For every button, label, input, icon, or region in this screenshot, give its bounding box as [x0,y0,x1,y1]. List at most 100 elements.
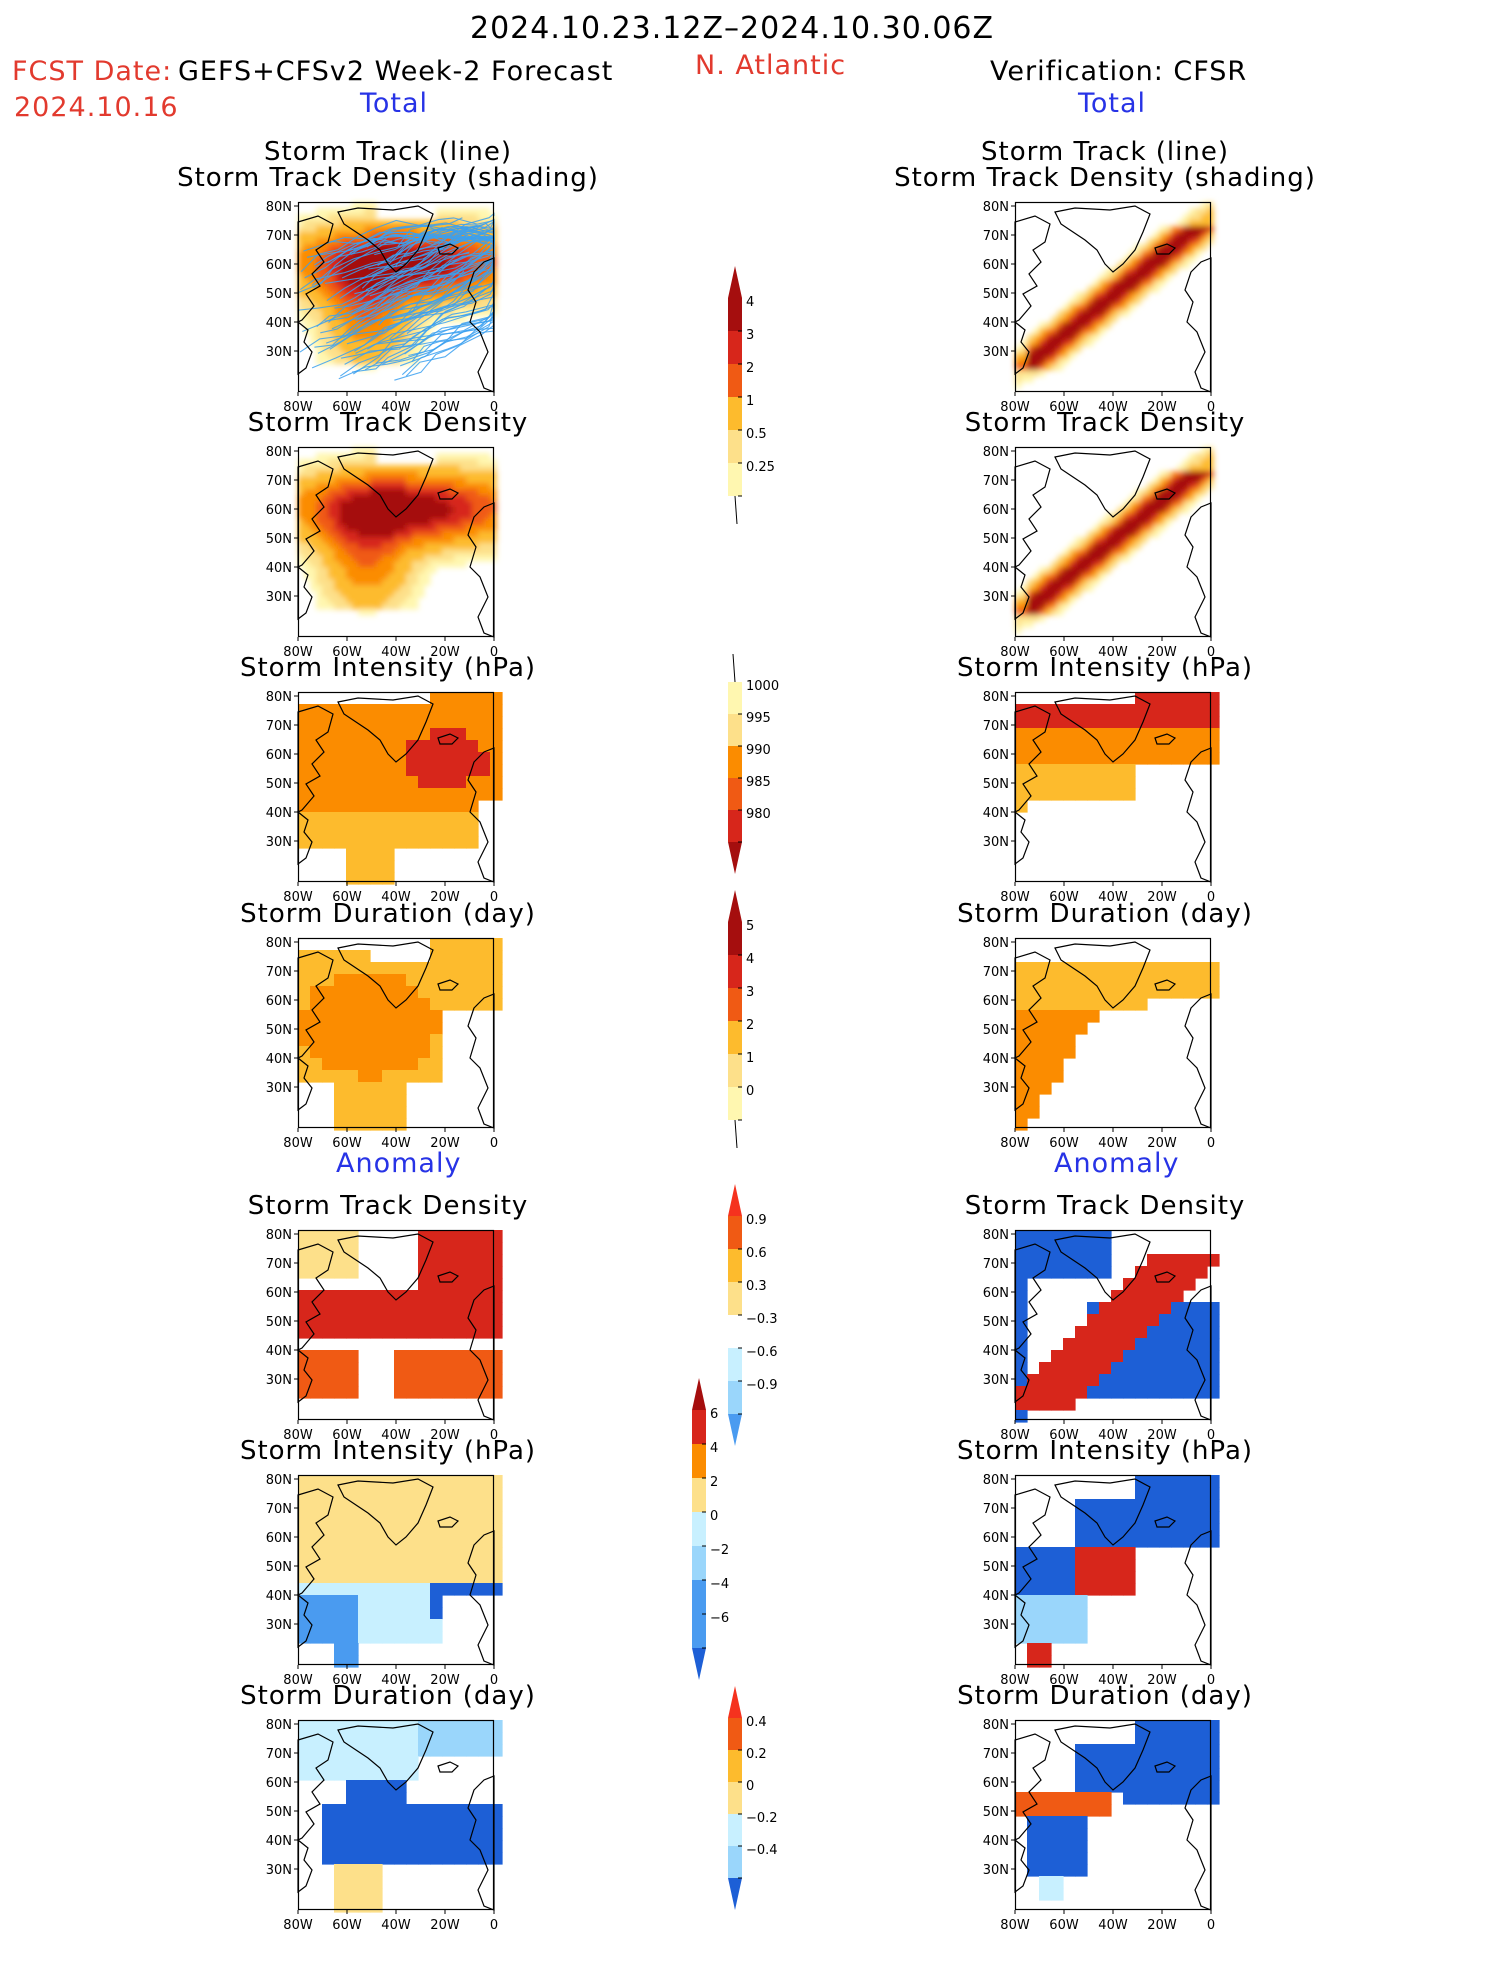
field-cell [430,998,443,1011]
field-cell [370,1792,383,1805]
field-cell [442,692,455,705]
field-cell [394,220,401,227]
field-cell [466,1386,479,1399]
field-cell [1147,716,1160,729]
field-cell [1129,262,1136,269]
field-cell [394,340,401,347]
field-cell [334,716,347,729]
lat-tick-label: 40N [266,1589,292,1604]
field-cell [454,1362,467,1375]
field-cell [1015,597,1022,604]
field-cell [364,579,371,586]
field-cell [1063,1804,1076,1817]
field-cell [430,716,443,729]
field-cell [352,579,359,586]
field-cell [430,1254,443,1267]
colorbar-tick-label: 0.2 [746,1747,767,1762]
panel-verification-row-4: Storm Duration (day) 80N 70N 60N 50N 40N 30N 80… [955,873,1255,1193]
field-cell [472,531,479,538]
field-cell [298,1230,311,1243]
field-cell [1183,1278,1196,1291]
field-cell [1129,543,1136,550]
map-frame [1014,937,1212,1129]
field-cell [1195,459,1202,466]
field-cell [406,1034,419,1047]
field-cell [466,1816,479,1829]
field-cell [1123,998,1136,1011]
field-cell [394,579,401,586]
field-cell [1039,1046,1052,1059]
field-cell [394,1571,407,1584]
field-cell [322,465,329,472]
field-cell [1039,1583,1052,1596]
field-cell [430,1828,443,1841]
field-cell [1075,1792,1088,1805]
field-cell [1015,1118,1028,1131]
map-frame [1014,446,1212,638]
field-cell [1117,268,1124,275]
field-cell [466,1266,479,1279]
field-cell [1063,788,1076,801]
field-cell [322,507,329,514]
field-cell [334,788,347,801]
field-cell [346,220,353,227]
field-cell [1147,962,1160,975]
field-cell [316,322,323,329]
field-cell [382,1619,395,1632]
field-cell [412,489,419,496]
field-cell [358,1094,371,1107]
field-cell [394,1094,407,1107]
field-cell [406,489,413,496]
field-cell [1177,507,1184,514]
field-cell [478,752,491,765]
field-cell [1123,704,1136,717]
field-cell [340,549,347,556]
field-cell [1069,549,1076,556]
field-cell [352,244,359,251]
field-cell [436,208,443,215]
field-cell [412,573,419,580]
field-cell [454,824,467,837]
field-cell [412,346,419,353]
field-cell [1069,310,1076,317]
field-cell [1087,1499,1100,1512]
field-cell [1141,262,1148,269]
colorbar-tick-label: −2 [710,1543,729,1558]
panel-title: Storm Track Density (shading) [177,163,599,193]
field-cell [322,322,329,329]
field-cell [1039,1034,1052,1047]
lat-tick-label: 70N [266,1747,292,1762]
field-cell [358,1326,371,1339]
field-cell [424,579,431,586]
field-cell [1117,507,1124,514]
field-cell [1051,1888,1064,1901]
field-cell [1171,1374,1184,1387]
field-cell [1159,513,1166,520]
field-cell [1045,358,1052,365]
field-cell [346,1082,359,1095]
field-cell [346,1888,359,1901]
field-cell [322,525,329,532]
field-cell [346,585,353,592]
field-cell [322,764,335,777]
field-cell [1093,555,1100,562]
field-cell [370,1094,383,1107]
field-cell [1123,1326,1136,1339]
field-cell [316,226,323,233]
field-cell [442,549,449,556]
field-cell [1075,1852,1088,1865]
field-cell [412,274,419,281]
field-cell [1189,214,1196,221]
field-cell [1027,998,1040,1011]
field-cell [376,507,383,514]
field-cell [466,1475,479,1488]
field-cell [310,998,323,1011]
field-cell [1099,537,1106,544]
field-cell [430,268,437,275]
field-cell [1147,501,1154,508]
field-cell [376,555,383,562]
field-cell [328,549,335,556]
field-cell [358,1034,371,1047]
field-cell [1123,1756,1136,1769]
